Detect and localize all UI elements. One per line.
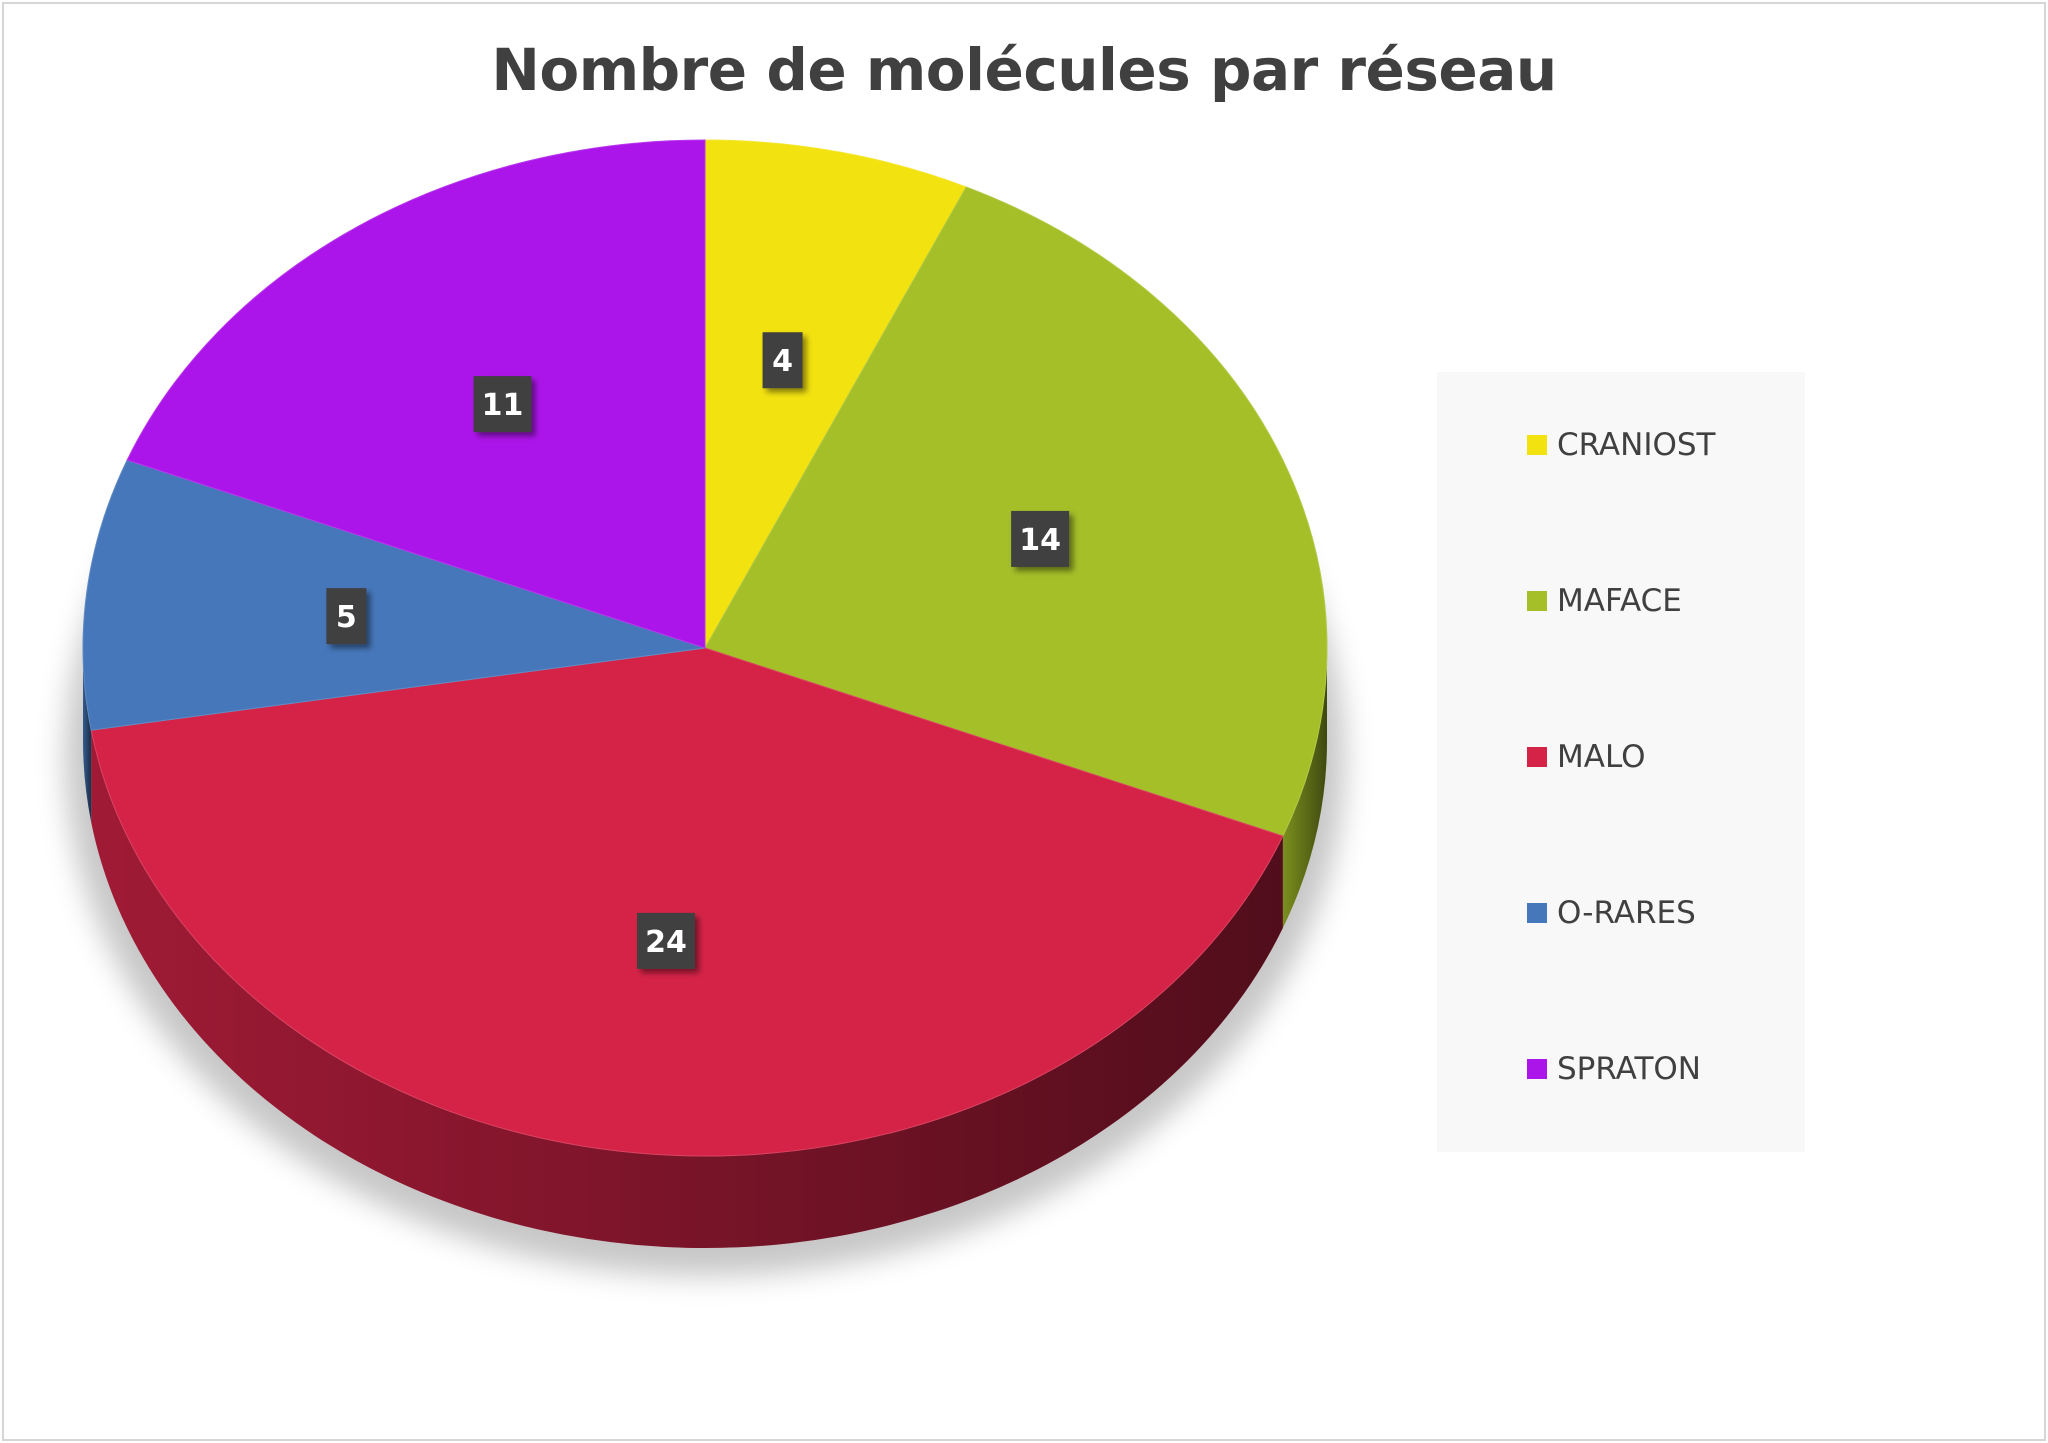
- legend-swatch: [1527, 591, 1547, 611]
- data-label-box: [762, 332, 803, 389]
- legend-item-o-rares: O-RARES: [1527, 893, 1696, 933]
- data-label-maface: 14: [1011, 510, 1070, 567]
- pie-slice-o-rares: [82, 459, 706, 731]
- data-label-box: [473, 376, 532, 433]
- data-label-value: 5: [336, 600, 357, 635]
- legend-swatch: [1527, 435, 1547, 455]
- legend-item-maface: MAFACE: [1527, 581, 1682, 621]
- legend-label: O-RARES: [1557, 895, 1696, 931]
- legend-item-craniost: CRANIOST: [1527, 425, 1715, 465]
- legend-label: SPRATON: [1557, 1051, 1701, 1087]
- legend-label: CRANIOST: [1557, 427, 1716, 463]
- legend-label: MAFACE: [1557, 583, 1682, 619]
- pie-slice-craniost: [704, 139, 967, 650]
- data-label-box: [326, 588, 367, 645]
- data-label-box: [1011, 510, 1070, 567]
- legend-item-malo: MALO: [1527, 737, 1646, 777]
- data-label-spraton: 11: [473, 376, 532, 433]
- legend-swatch: [1527, 747, 1547, 767]
- pie-slice-malo: [90, 647, 1284, 1157]
- chart-title: Nombre de molécules par réseau: [491, 36, 1557, 104]
- data-label-value: 14: [1019, 523, 1061, 558]
- data-label-o-rares: 5: [326, 588, 367, 645]
- data-label-value: 4: [772, 344, 793, 379]
- data-label-craniost: 4: [762, 332, 803, 389]
- pie-slice-spraton: [126, 139, 706, 649]
- legend-label: MALO: [1557, 739, 1646, 775]
- data-label-box: [636, 912, 695, 969]
- legend-swatch: [1527, 1059, 1547, 1079]
- data-label-value: 24: [645, 925, 687, 960]
- pie-data-labels: 4 14 24 5 11: [326, 332, 1070, 969]
- data-label-value: 11: [482, 388, 524, 423]
- data-label-malo: 24: [636, 912, 695, 969]
- pie-side-shade-maface: [1282, 648, 1327, 929]
- pie-side-shade-malo: [91, 730, 1283, 1248]
- legend-item-spraton: SPRATON: [1527, 1049, 1701, 1089]
- legend-swatch: [1527, 903, 1547, 923]
- pie-slices: [82, 139, 1328, 1157]
- legend: CRANIOST MAFACE MALO O-RARES SPRATON: [1437, 372, 1805, 1152]
